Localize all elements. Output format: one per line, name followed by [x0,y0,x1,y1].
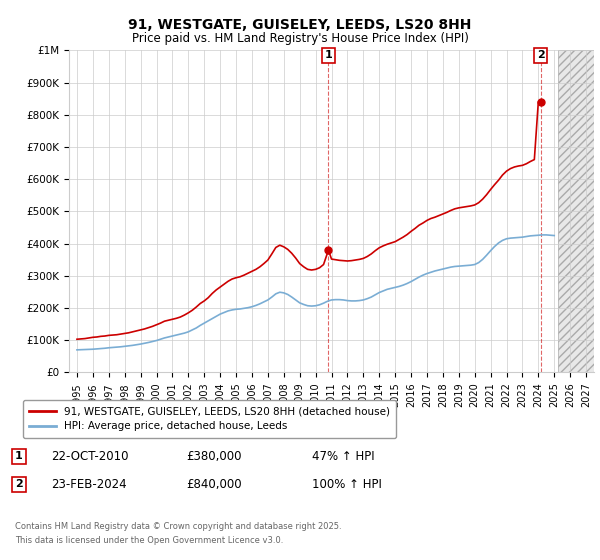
Text: Price paid vs. HM Land Registry's House Price Index (HPI): Price paid vs. HM Land Registry's House … [131,32,469,45]
Bar [558,50,594,372]
Text: £840,000: £840,000 [186,478,242,491]
Text: This data is licensed under the Open Government Licence v3.0.: This data is licensed under the Open Gov… [15,536,283,545]
Text: Contains HM Land Registry data © Crown copyright and database right 2025.: Contains HM Land Registry data © Crown c… [15,522,341,531]
Text: £380,000: £380,000 [186,450,241,463]
Text: 22-OCT-2010: 22-OCT-2010 [51,450,128,463]
Text: 91, WESTGATE, GUISELEY, LEEDS, LS20 8HH: 91, WESTGATE, GUISELEY, LEEDS, LS20 8HH [128,18,472,32]
Text: 2: 2 [536,50,544,60]
Text: 2: 2 [15,479,23,489]
Text: 100% ↑ HPI: 100% ↑ HPI [312,478,382,491]
Text: 1: 1 [15,451,23,461]
Text: 47% ↑ HPI: 47% ↑ HPI [312,450,374,463]
Legend: 91, WESTGATE, GUISELEY, LEEDS, LS20 8HH (detached house), HPI: Average price, de: 91, WESTGATE, GUISELEY, LEEDS, LS20 8HH … [23,400,396,438]
Text: 1: 1 [325,50,332,60]
Text: 23-FEB-2024: 23-FEB-2024 [51,478,127,491]
